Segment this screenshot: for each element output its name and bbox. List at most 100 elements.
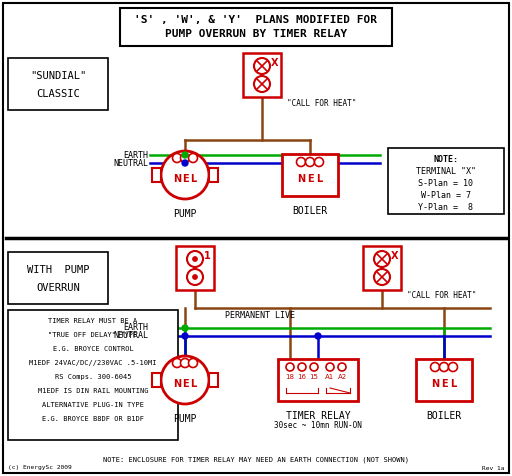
Text: L: L xyxy=(316,174,322,184)
Text: N: N xyxy=(173,174,181,184)
Text: 18: 18 xyxy=(286,374,294,380)
Text: "CALL FOR HEAT": "CALL FOR HEAT" xyxy=(407,291,476,300)
Circle shape xyxy=(314,158,324,167)
Text: TERMINAL "X": TERMINAL "X" xyxy=(416,168,476,177)
Text: NEUTRAL: NEUTRAL xyxy=(113,159,148,168)
Text: PUMP: PUMP xyxy=(173,209,197,219)
Text: X: X xyxy=(270,58,278,68)
Circle shape xyxy=(374,251,390,267)
Text: A1: A1 xyxy=(325,374,335,380)
Text: S-Plan = 10: S-Plan = 10 xyxy=(418,179,474,188)
Text: E.G. BROYCE CONTROL: E.G. BROYCE CONTROL xyxy=(53,346,133,352)
Circle shape xyxy=(182,325,188,331)
Text: L: L xyxy=(450,379,456,389)
Text: E: E xyxy=(182,174,188,184)
Circle shape xyxy=(181,358,189,367)
Circle shape xyxy=(187,269,203,285)
Text: NEUTRAL: NEUTRAL xyxy=(113,331,148,340)
Circle shape xyxy=(161,356,209,404)
Text: BOILER: BOILER xyxy=(426,411,462,421)
Circle shape xyxy=(181,153,189,162)
Bar xyxy=(8,58,108,110)
Circle shape xyxy=(193,275,198,279)
Circle shape xyxy=(161,151,209,199)
Bar xyxy=(152,373,161,387)
Circle shape xyxy=(173,358,181,367)
Text: 'S' , 'W', & 'Y'  PLANS MODIFIED FOR: 'S' , 'W', & 'Y' PLANS MODIFIED FOR xyxy=(135,15,377,25)
Text: BOILER: BOILER xyxy=(292,206,328,216)
Circle shape xyxy=(182,152,188,158)
Text: Rev 1a: Rev 1a xyxy=(481,466,504,470)
Circle shape xyxy=(449,363,458,371)
Text: CLASSIC: CLASSIC xyxy=(36,89,80,99)
Bar xyxy=(120,8,392,46)
Text: W-Plan = 7: W-Plan = 7 xyxy=(421,191,471,200)
Circle shape xyxy=(193,257,198,261)
Circle shape xyxy=(286,363,294,371)
Text: E.G. BROYCE B8DF OR B1DF: E.G. BROYCE B8DF OR B1DF xyxy=(42,416,144,422)
Circle shape xyxy=(182,333,188,339)
Circle shape xyxy=(182,160,188,166)
Text: N: N xyxy=(173,379,181,389)
Text: PUMP OVERRUN BY TIMER RELAY: PUMP OVERRUN BY TIMER RELAY xyxy=(165,29,347,39)
Text: A2: A2 xyxy=(337,374,347,380)
Text: "TRUE OFF DELAY" TYPE: "TRUE OFF DELAY" TYPE xyxy=(48,332,138,338)
Circle shape xyxy=(431,363,439,371)
Circle shape xyxy=(254,76,270,92)
Text: TIMER RELAY MUST BE A: TIMER RELAY MUST BE A xyxy=(48,318,138,324)
Bar xyxy=(176,246,214,290)
Circle shape xyxy=(298,363,306,371)
Text: E: E xyxy=(441,379,447,389)
Text: N: N xyxy=(431,379,439,389)
Text: X: X xyxy=(391,251,398,261)
Text: NOTE:: NOTE: xyxy=(434,156,459,165)
Text: NOTE: ENCLOSURE FOR TIMER RELAY MAY NEED AN EARTH CONNECTION (NOT SHOWN): NOTE: ENCLOSURE FOR TIMER RELAY MAY NEED… xyxy=(103,457,409,463)
Text: 1: 1 xyxy=(204,251,211,261)
Bar xyxy=(243,53,281,97)
Text: "SUNDIAL": "SUNDIAL" xyxy=(30,71,86,81)
Bar xyxy=(152,168,161,182)
Text: "CALL FOR HEAT": "CALL FOR HEAT" xyxy=(287,99,356,108)
Circle shape xyxy=(296,158,306,167)
Circle shape xyxy=(187,251,203,267)
Circle shape xyxy=(188,358,198,367)
Bar xyxy=(278,359,358,401)
Bar xyxy=(8,252,108,304)
Text: M1EDF IS DIN RAIL MOUNTING: M1EDF IS DIN RAIL MOUNTING xyxy=(38,388,148,394)
Text: TIMER RELAY: TIMER RELAY xyxy=(286,411,350,421)
Circle shape xyxy=(439,363,449,371)
Text: M1EDF 24VAC/DC//230VAC .5-10MI: M1EDF 24VAC/DC//230VAC .5-10MI xyxy=(29,360,157,366)
Circle shape xyxy=(310,363,318,371)
Text: 15: 15 xyxy=(310,374,318,380)
Bar xyxy=(416,359,472,401)
Text: PUMP: PUMP xyxy=(173,414,197,424)
Text: L: L xyxy=(190,379,196,389)
Text: WITH  PUMP: WITH PUMP xyxy=(27,265,89,275)
Circle shape xyxy=(254,58,270,74)
Text: E: E xyxy=(182,379,188,389)
Text: L: L xyxy=(190,174,196,184)
Circle shape xyxy=(188,153,198,162)
Text: (c) EnergySc 2009: (c) EnergySc 2009 xyxy=(8,466,72,470)
Text: EARTH: EARTH xyxy=(123,324,148,333)
Circle shape xyxy=(374,269,390,285)
Bar xyxy=(209,373,218,387)
Text: RS Comps. 300-6045: RS Comps. 300-6045 xyxy=(55,374,131,380)
Text: ALTERNATIVE PLUG-IN TYPE: ALTERNATIVE PLUG-IN TYPE xyxy=(42,402,144,408)
Text: Y-Plan =  8: Y-Plan = 8 xyxy=(418,204,474,212)
Bar xyxy=(209,168,218,182)
Text: E: E xyxy=(307,174,313,184)
Bar xyxy=(8,310,178,440)
Bar xyxy=(363,246,401,290)
Text: EARTH: EARTH xyxy=(123,150,148,159)
Circle shape xyxy=(326,363,334,371)
Text: 16: 16 xyxy=(297,374,307,380)
Text: 30sec ~ 10mn RUN-ON: 30sec ~ 10mn RUN-ON xyxy=(274,421,362,430)
Text: PERMANENT LIVE: PERMANENT LIVE xyxy=(225,310,295,319)
Circle shape xyxy=(315,333,321,339)
Text: N: N xyxy=(297,174,305,184)
Text: OVERRUN: OVERRUN xyxy=(36,283,80,293)
Circle shape xyxy=(338,363,346,371)
Circle shape xyxy=(306,158,314,167)
Bar xyxy=(388,148,504,214)
